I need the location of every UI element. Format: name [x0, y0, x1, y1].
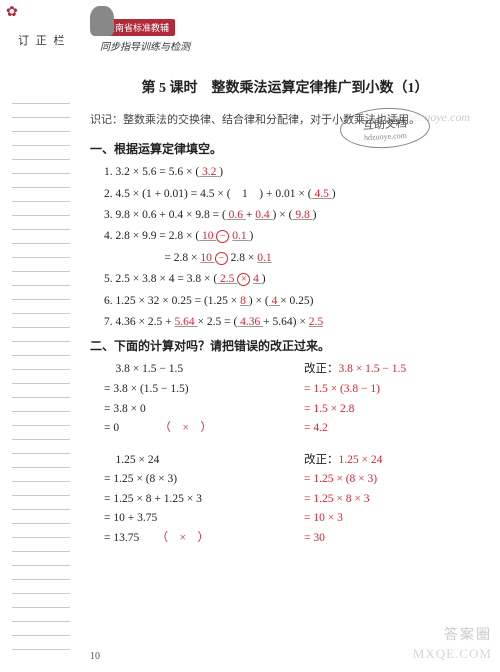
- q1: 1. 3.2 × 5.6 = 5.6 × ( 3.2 ): [104, 163, 480, 181]
- section-1-head: 一、根据运算定律填空。: [90, 140, 480, 159]
- watermark-url: MXQE.COM: [413, 646, 492, 662]
- q3: 3. 9.8 × 0.6 + 0.4 × 9.8 = ( 0.6 + 0.4 )…: [104, 206, 480, 224]
- q5-a2: 4: [253, 273, 262, 285]
- page-number: 10: [90, 651, 100, 662]
- q7-a1: 5.64: [174, 316, 197, 328]
- series-subtitle: 同步指导训练与检测: [100, 38, 300, 53]
- q1-ans: 3.2: [199, 166, 219, 178]
- q6-a2: 4: [269, 295, 281, 307]
- block1-mark: （ × ）: [165, 422, 212, 434]
- minus-circle-icon: −: [215, 252, 228, 265]
- block1: 3.8 × 1.5 − 1.5 = 3.8 × (1.5 − 1.5) = 3.…: [104, 360, 480, 438]
- q3-a1: 0.6: [226, 209, 246, 221]
- section-2-head: 二、下面的计算对吗？请把错误的改正过来。: [90, 337, 480, 356]
- q7: 7. 4.36 × 2.5 + 5.64 × 2.5 = ( 4.36 + 5.…: [104, 313, 480, 331]
- knowledge-note: 识记：整数乘法的交换律、结合律和分配律，对于小数乘法也适用。: [90, 112, 480, 130]
- block2-left: 1.25 × 24 = 1.25 × (8 × 3) = 1.25 × 8 + …: [104, 451, 280, 549]
- series-header: 云南省标准教辅 同步指导训练与检测: [100, 18, 300, 58]
- q2-ans: 4.5: [312, 188, 332, 200]
- q7-a3: 2.5: [309, 316, 323, 328]
- q4: 4. 2.8 × 9.9 = 2.8 × ( 10 − 0.1 ): [104, 227, 480, 245]
- watermark-brand: 答案圈: [444, 624, 492, 644]
- worksheet-page: ✿ 订 正 栏 云南省标准教辅 同步指导训练与检测 hdzuoye.com 互助…: [0, 0, 500, 672]
- content-area: 第 5 课时 整数乘法运算定律推广到小数（1） 识记：整数乘法的交换律、结合律和…: [90, 78, 480, 548]
- q3-a2: 0.4: [255, 209, 272, 221]
- q4l2-a1: 10: [200, 252, 214, 264]
- q5: 5. 2.5 × 3.8 × 4 = 3.8 × ( 2.5 × 4 ): [104, 270, 480, 288]
- q3-a3: 9.8: [292, 209, 312, 221]
- q4-line2: = 2.8 × 10 − 2.8 × 0.1: [104, 249, 480, 267]
- q2: 2. 4.5 × (1 + 0.01) = 4.5 × ( 1 ) + 0.01…: [104, 185, 480, 203]
- q4-a1: 10: [199, 230, 216, 242]
- block2: 1.25 × 24 = 1.25 × (8 × 3) = 1.25 × 8 + …: [104, 451, 480, 549]
- correction-column-lines: [12, 90, 70, 650]
- flower-icon: ✿: [6, 4, 18, 21]
- q4-a2: 0.1: [232, 230, 249, 242]
- q7-a2: 4.36: [237, 316, 263, 328]
- q6-a1: 8: [240, 295, 249, 307]
- person-icon: [90, 6, 114, 36]
- block2-mark: （ × ）: [162, 532, 209, 544]
- q6: 6. 1.25 × 32 × 0.25 = (1.25 × 8 ) × ( 4 …: [104, 292, 480, 310]
- lesson-title: 第 5 课时 整数乘法运算定律推广到小数（1）: [90, 78, 480, 100]
- correction-column-label: 订 正 栏: [18, 32, 67, 48]
- times-circle-icon: ×: [237, 273, 250, 286]
- block2-right: 改正：1.25 × 24 = 1.25 × (8 × 3) = 1.25 × 8…: [304, 451, 480, 549]
- minus-circle-icon: −: [216, 230, 229, 243]
- block1-left: 3.8 × 1.5 − 1.5 = 3.8 × (1.5 − 1.5) = 3.…: [104, 360, 280, 438]
- q5-a1: 2.5: [217, 273, 237, 285]
- block1-right: 改正：3.8 × 1.5 − 1.5 = 1.5 × (3.8 − 1) = 1…: [304, 360, 480, 438]
- q4l2-a2: 0.1: [257, 252, 271, 264]
